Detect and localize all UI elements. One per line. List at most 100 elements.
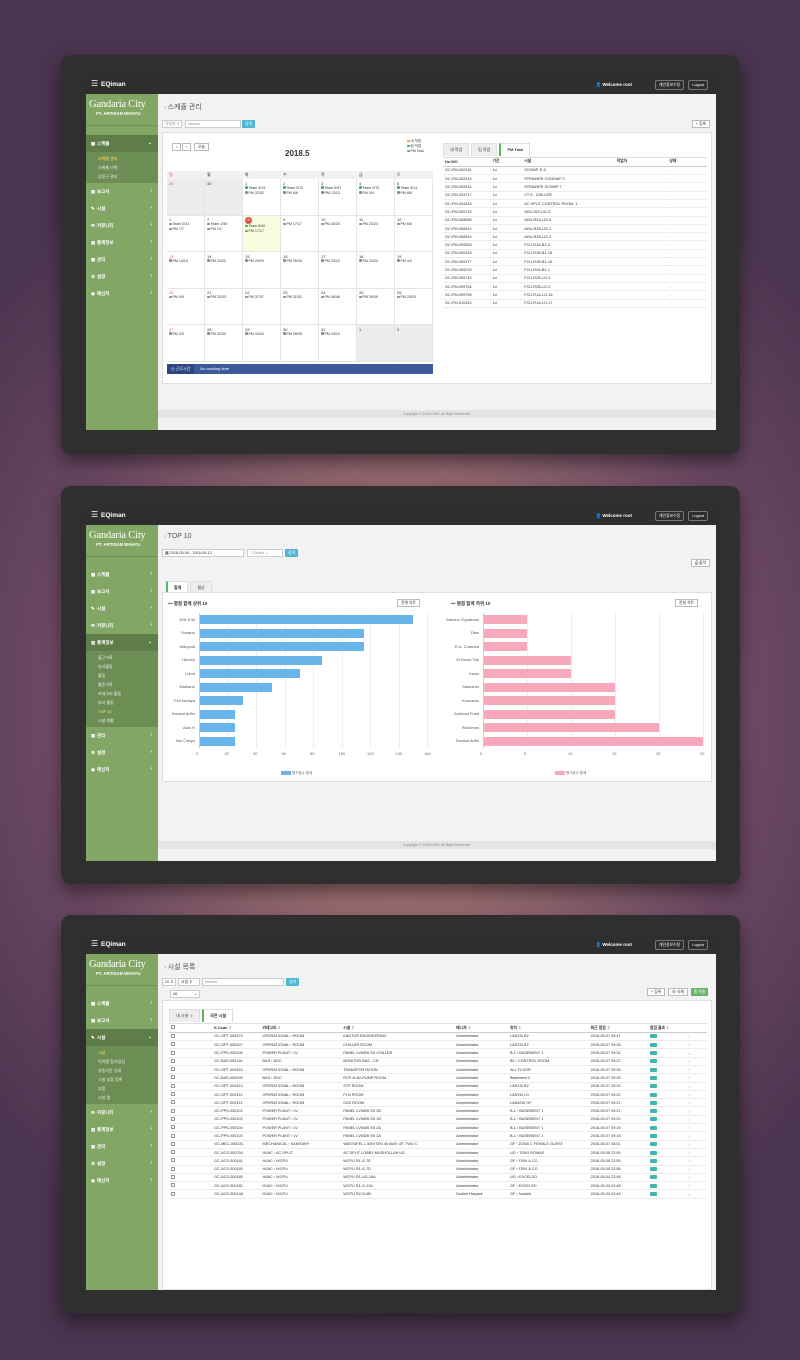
submenu-item[interactable]: 활동기록 bbox=[98, 682, 113, 687]
calendar-event[interactable]: Team 0/70 bbox=[359, 186, 392, 191]
checkbox[interactable] bbox=[171, 1166, 175, 1171]
table-row[interactable]: GC-PPS-000103 POWER PLANT › LV PANEL LVMDB… bbox=[169, 1131, 707, 1141]
menu-manage[interactable]: ▣ 관리 ‹ bbox=[91, 732, 152, 738]
next-month-button[interactable]: › bbox=[182, 143, 191, 151]
table-row[interactable]: GC-PM-002531 1d STRAINER SCHWP 7 - bbox=[443, 182, 707, 192]
favorite-star-icon[interactable]: ☆ bbox=[687, 1117, 691, 1122]
bar[interactable] bbox=[199, 655, 322, 665]
calendar-day[interactable]: 30 bbox=[205, 179, 243, 215]
calendar-event[interactable]: PM 8/8 bbox=[397, 191, 430, 196]
calendar-event[interactable]: PM 23/23 bbox=[359, 222, 392, 227]
table-row[interactable]: GC-PM-008896 1d AHU-R2A-UG-5 - bbox=[443, 216, 707, 225]
checkbox[interactable] bbox=[171, 1116, 175, 1121]
calendar-event[interactable]: PM 20/20 bbox=[321, 222, 354, 227]
calendar-event[interactable]: PM 26/26 bbox=[283, 259, 316, 264]
calendar-day[interactable]: 15 PM 29/29 bbox=[243, 252, 281, 288]
calendar-event[interactable]: PM 46/46 bbox=[321, 295, 354, 300]
calendar-day[interactable]: 2 Team 0/72 PM 6/6 bbox=[281, 179, 319, 215]
submenu-item[interactable]: 부서 활동 bbox=[98, 700, 114, 705]
table-row[interactable]: GC-PM-002244 1d STRAINER CONDWP 2 - bbox=[443, 174, 707, 184]
favorite-star-icon[interactable]: ☆ bbox=[687, 1076, 691, 1081]
add-button[interactable]: + 등록 bbox=[647, 988, 666, 996]
submenu-item[interactable]: 스케쥴 관리 bbox=[98, 156, 118, 161]
calendar-event[interactable]: Team 1/95 bbox=[207, 222, 240, 227]
calendar-event[interactable]: PM 23/23 bbox=[207, 259, 240, 264]
bar[interactable] bbox=[483, 642, 527, 652]
calendar-day[interactable]: 20 PM 9/9 bbox=[167, 288, 205, 324]
today-button[interactable]: 오늘 bbox=[194, 143, 209, 151]
search-button[interactable]: 검색 bbox=[285, 549, 298, 557]
bar[interactable] bbox=[199, 642, 365, 652]
favorite-star-icon[interactable]: ☆ bbox=[687, 1167, 691, 1172]
checkbox[interactable] bbox=[171, 1125, 175, 1130]
search-button[interactable]: 검색 bbox=[286, 978, 299, 986]
table-row[interactable]: GC-PM-008924 1d AHU-R1B-UG-2 - bbox=[443, 232, 707, 242]
table-row[interactable]: GC-MEC-000231 MECHANICAL › SANITARY WASTAF… bbox=[169, 1140, 707, 1149]
calendar-event[interactable]: PM 6/6 bbox=[397, 222, 430, 227]
calendar-day[interactable]: 5 Team 5/14 PM 8/8 bbox=[395, 179, 433, 215]
column-header[interactable]: 매니저 ⇕ bbox=[454, 1024, 508, 1033]
checkbox[interactable] bbox=[171, 1183, 175, 1188]
submenu-item[interactable]: 스케쥴 이력 bbox=[98, 165, 118, 170]
menu-settings[interactable]: ⚙ 설정 ‹ bbox=[91, 1160, 152, 1166]
submenu-item[interactable]: 이이템 정기점검 bbox=[98, 1059, 125, 1064]
calendar-day[interactable]: 29 PM 34/34 bbox=[243, 325, 281, 361]
menu-facility[interactable]: ✎ 시설 ‹ bbox=[91, 205, 152, 211]
submenu-item[interactable]: 부품 bbox=[98, 1086, 106, 1091]
menu-messenger[interactable]: ◉ 메신저 ‹ bbox=[91, 290, 152, 296]
table-row[interactable]: GC-PPS-000104 POWER PLANT › LV PANEL LVMDB… bbox=[169, 1123, 707, 1133]
menu-stats[interactable]: ▥ 통계정보 ‹ bbox=[91, 239, 152, 245]
calendar-event[interactable]: PM 17/17 bbox=[283, 222, 316, 227]
bar[interactable] bbox=[483, 669, 571, 679]
calendar-event[interactable]: PM 3/3 bbox=[169, 332, 202, 337]
favorite-star-icon[interactable]: ☆ bbox=[687, 1142, 691, 1147]
submenu-item[interactable]: 유동기간 상태 bbox=[98, 1068, 122, 1073]
calendar-day[interactable]: 19 PM 4/4 bbox=[395, 252, 433, 288]
favorite-star-icon[interactable]: ☆ bbox=[687, 1126, 691, 1131]
calendar-event[interactable]: PM 4/4 bbox=[397, 259, 430, 264]
calendar-day[interactable]: 18 PM 24/24 bbox=[357, 252, 395, 288]
bar[interactable] bbox=[199, 723, 235, 733]
calendar-day[interactable]: 14 PM 23/23 bbox=[205, 252, 243, 288]
table-row[interactable]: GC-ACS-000180 HVAC › WCPU WCPU R1-UG-16A Ad… bbox=[169, 1173, 707, 1183]
table-row[interactable]: GC-PM-009754 1d FCU-R2B-LG-2 - bbox=[443, 282, 707, 292]
tab-my-task[interactable]: 내 작업 bbox=[443, 143, 470, 156]
bar[interactable] bbox=[199, 736, 235, 746]
calendar-event[interactable]: Team 5/57 bbox=[321, 186, 354, 191]
calendar-event[interactable]: Team 5/14 bbox=[397, 186, 430, 191]
profile-button[interactable]: 개인정보수정 bbox=[655, 511, 684, 521]
logout-button[interactable]: Logout bbox=[688, 940, 708, 950]
date-range-input[interactable]: ▦ 2018-05-06 - 2018-05-12 bbox=[162, 549, 244, 557]
menu-facility[interactable]: ✎ 시설 ⌄ bbox=[86, 1029, 158, 1046]
favorite-star-icon[interactable]: ☆ bbox=[687, 1034, 691, 1039]
sort-icon[interactable]: ⇕ bbox=[516, 1025, 522, 1030]
table-row[interactable]: GC-ACS-000794 HVAC › AC SPLIT AC SPLIT LOB… bbox=[169, 1148, 707, 1158]
table-row[interactable]: GC-OPT-000410 OPERATIONAL › ROOM PLN ROOM A… bbox=[169, 1090, 707, 1100]
calendar-day[interactable]: 2 bbox=[395, 325, 433, 361]
menu-schedule[interactable]: ▦ 스케쥴 ⌄ bbox=[86, 135, 158, 152]
menu-icon[interactable]: ☰ bbox=[91, 79, 99, 88]
submenu-item[interactable]: 부서활동 bbox=[98, 664, 113, 669]
table-row[interactable]: GC-ACS-000146 HVAC › WCPU WCPU R2-G-6B Dedl… bbox=[169, 1189, 707, 1199]
checkbox[interactable] bbox=[171, 1033, 175, 1038]
tab-sum[interactable]: 합계 bbox=[166, 581, 189, 594]
checkbox[interactable] bbox=[171, 1058, 175, 1063]
menu-messenger[interactable]: ◉ 메신저 ‹ bbox=[91, 1177, 152, 1183]
sort-icon[interactable]: ⇕ bbox=[227, 1026, 232, 1031]
print-button[interactable]: ⎙ 출력 bbox=[690, 559, 710, 567]
sort-icon[interactable]: ⇕ bbox=[276, 1025, 281, 1030]
calendar-day[interactable]: 22 PM 37/37 bbox=[243, 288, 281, 324]
table-row[interactable]: GC-BAS-000116 BAS › DDC MONITOR BAS - CR Ad… bbox=[169, 1057, 707, 1067]
calendar-day[interactable]: 24 PM 46/46 bbox=[319, 288, 357, 324]
checkbox[interactable] bbox=[171, 1042, 175, 1047]
submenu-item[interactable]: TOP 10 bbox=[98, 709, 112, 714]
excel-button[interactable]: ⎘ 엑셀 bbox=[691, 988, 709, 996]
column-header[interactable]: 카테고리 ⇕ bbox=[260, 1024, 342, 1033]
menu-settings[interactable]: ⚙ 설정 ‹ bbox=[91, 749, 152, 755]
calendar-day[interactable]: 6 Team 0/31 PM 7/7 bbox=[167, 215, 205, 251]
checkbox[interactable] bbox=[171, 1158, 175, 1163]
column-header[interactable]: 기간 bbox=[490, 158, 523, 167]
column-header[interactable]: 상태 bbox=[667, 158, 707, 167]
sort-icon[interactable]: ⇕ bbox=[350, 1025, 355, 1030]
calendar-day[interactable]: 17 PM 23/23 bbox=[319, 252, 357, 288]
